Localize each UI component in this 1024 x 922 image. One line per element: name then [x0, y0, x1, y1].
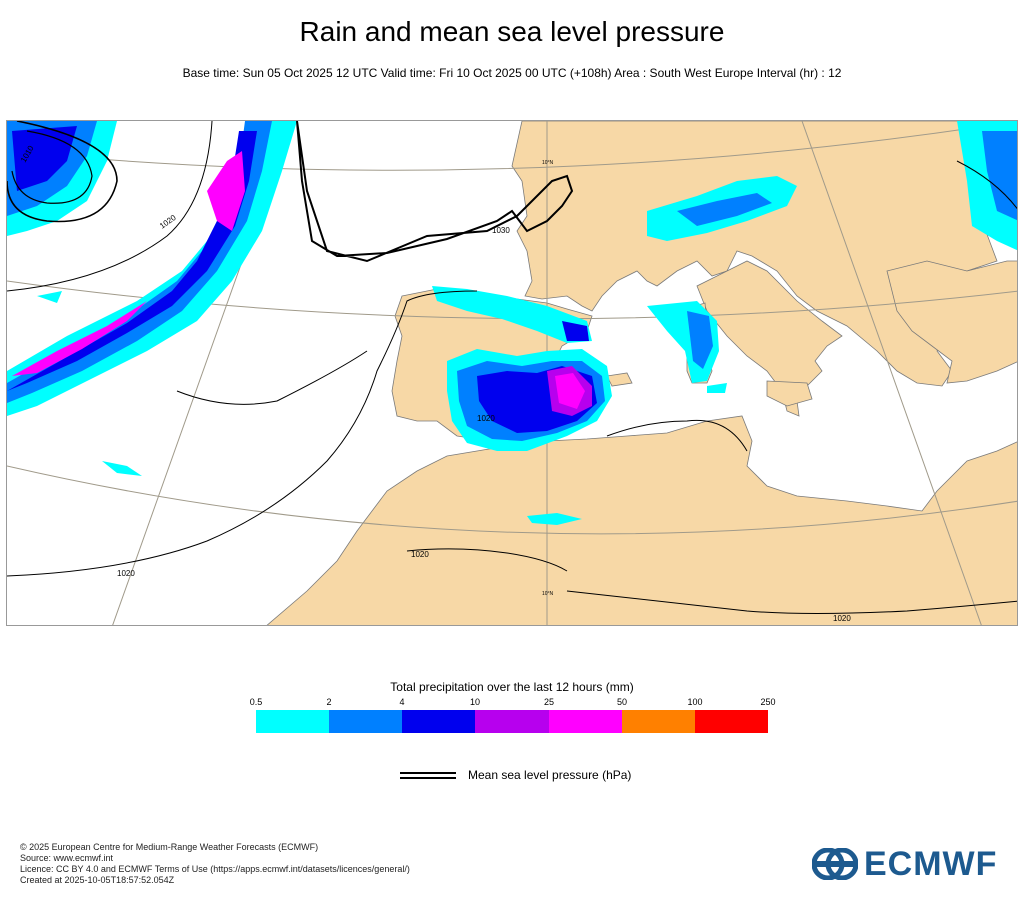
footer-created: Created at 2025-10-05T18:57:52.054Z — [20, 875, 175, 885]
colorbar-segment — [621, 710, 695, 733]
land-north-africa — [266, 415, 1017, 625]
precip-iberia-5 — [555, 373, 585, 409]
ecmwf-logo-icon — [812, 848, 858, 880]
precipitation — [7, 121, 1017, 525]
isobar-label-1020-c: 1020 — [411, 550, 429, 559]
footer-licence: Licence: CC BY 4.0 and ECMWF Terms of Us… — [20, 864, 410, 874]
colorbar-segment — [548, 710, 622, 733]
isobar-low-inner — [11, 130, 93, 204]
isobar-1020-mid — [7, 290, 478, 577]
precip-atlantic-band-3 — [7, 131, 257, 391]
precip-cell-3 — [707, 383, 727, 393]
tick-label: 25 — [543, 697, 555, 707]
tick-label: 2 — [326, 697, 332, 707]
isobar-mid-curve — [176, 350, 368, 405]
ecmwf-logo-text: ECMWF — [864, 844, 998, 883]
precipitation-legend-title: Total precipitation over the last 12 hou… — [390, 680, 634, 694]
footer-credits: © 2025 European Centre for Medium-Range … — [20, 842, 410, 886]
pressure-legend: Mean sea level pressure (hPa) — [400, 766, 631, 784]
isobar-east — [956, 160, 1017, 210]
precipitation-colorbar — [256, 710, 768, 733]
precip-atlantic-band-4 — [12, 151, 245, 376]
tick-label: 10 — [469, 697, 481, 707]
page-subtitle: Base time: Sun 05 Oct 2025 12 UTC Valid … — [182, 66, 842, 80]
colorbar-ticks: 0.5 2 4 10 25 50 100 250 — [250, 697, 776, 709]
colorbar-segment — [402, 710, 476, 733]
pressure-line-swatch — [400, 771, 456, 779]
precip-cell-4 — [37, 291, 62, 303]
graticule-label-1: 10°N — [542, 160, 554, 166]
isobar-label-1020-d: 1020 — [117, 569, 135, 578]
precip-north-spain — [432, 286, 592, 343]
isobar-1020-africa — [406, 548, 568, 572]
isobar-label-1030: 1030 — [492, 226, 510, 235]
colorbar-segment — [475, 710, 549, 733]
tick-label: 100 — [687, 697, 703, 707]
graticule-label-2: 10°N — [542, 591, 554, 597]
tick-label: 50 — [616, 697, 628, 707]
colorbar-segment — [329, 710, 403, 733]
isobar-label-1020-e: 1020 — [833, 614, 851, 623]
precip-cell-2 — [527, 513, 582, 525]
isobar-low-outer — [7, 121, 118, 223]
colorbar-segment — [694, 710, 768, 733]
precip-cell-1 — [102, 461, 142, 476]
precip-nw-low-3 — [12, 126, 77, 191]
tick-label: 0.5 — [249, 697, 263, 707]
isobar-med — [606, 419, 748, 452]
land-greece — [886, 260, 1017, 384]
land-sicily — [766, 380, 813, 407]
land-masses — [266, 121, 1017, 625]
isobar-1020-south — [566, 590, 1017, 614]
isobar-label-1020-b: 1020 — [477, 414, 495, 423]
tick-label: 4 — [399, 697, 405, 707]
precip-alps-2 — [677, 193, 772, 226]
footer-source: Source: www.ecmwf.int — [20, 853, 114, 863]
footer-copyright: © 2025 European Centre for Medium-Range … — [20, 842, 319, 852]
weather-map[interactable]: 1010 1020 1030 1020 1020 1020 1020 10°N … — [6, 120, 1018, 626]
isobars — [7, 121, 1017, 614]
pressure-legend-label: Mean sea level pressure (hPa) — [468, 768, 632, 782]
colorbar-segment — [256, 710, 330, 733]
ecmwf-logo[interactable]: ECMWF — [812, 844, 997, 884]
precip-north-spain-2 — [562, 321, 589, 341]
isobar-1030 — [296, 121, 574, 263]
precip-sardinia-2 — [687, 311, 713, 369]
land-mallorca — [606, 372, 633, 387]
page-title: Rain and mean sea level pressure — [299, 16, 725, 47]
isobar-1020-west — [7, 121, 213, 292]
tick-label: 250 — [760, 697, 776, 707]
